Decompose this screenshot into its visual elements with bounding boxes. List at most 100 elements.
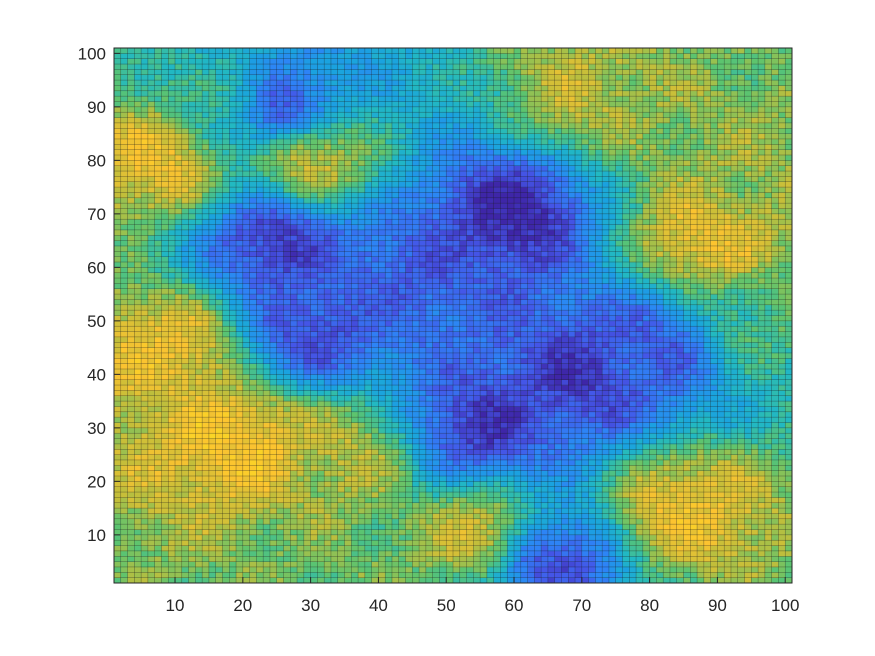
heatmap-cell: [785, 492, 793, 498]
heatmap-cell: [303, 550, 311, 557]
heatmap-cell: [608, 470, 617, 477]
heatmap-cell: [676, 331, 684, 338]
heatmap-cell: [263, 459, 271, 466]
heatmap-cell: [269, 358, 278, 364]
heatmap-cell: [581, 556, 589, 562]
heatmap-cell: [751, 326, 759, 332]
heatmap-cell: [344, 550, 352, 557]
heatmap-cell: [290, 545, 298, 552]
heatmap-cell: [283, 566, 291, 573]
heatmap-cell: [473, 326, 481, 332]
heatmap-cell: [181, 449, 189, 455]
heatmap-cell: [141, 347, 149, 354]
heatmap-cell: [242, 352, 250, 359]
heatmap-cell: [778, 379, 786, 386]
heatmap-cell: [575, 534, 583, 541]
heatmap-cell: [398, 492, 406, 498]
heatmap-cell: [615, 326, 623, 332]
heatmap-cell: [269, 566, 278, 573]
heatmap-cell: [364, 433, 372, 439]
heatmap-cell: [229, 540, 237, 546]
heatmap-cell: [581, 427, 589, 434]
heatmap-cell: [615, 358, 623, 364]
heatmap-cell: [324, 422, 332, 429]
heatmap-cell: [432, 572, 440, 578]
heatmap-cell: [161, 465, 169, 471]
heatmap-cell: [432, 481, 440, 487]
heatmap-cell: [161, 331, 169, 338]
heatmap-cell: [737, 481, 745, 487]
heatmap-cell: [154, 347, 162, 354]
heatmap-cell: [730, 411, 739, 418]
heatmap-cell: [561, 545, 569, 552]
heatmap-cell: [636, 438, 644, 445]
heatmap-cell: [215, 401, 223, 407]
heatmap-cell: [290, 476, 298, 482]
heatmap-cell: [588, 550, 596, 557]
heatmap-cell: [758, 465, 766, 471]
heatmap-cell: [690, 358, 698, 364]
heatmap-cell: [181, 481, 189, 487]
heatmap-cell: [493, 465, 501, 471]
heatmap-cell: [446, 459, 454, 466]
heatmap-cell: [703, 492, 711, 498]
heatmap-cell: [480, 524, 488, 530]
heatmap-cell: [236, 352, 244, 359]
heatmap-cell: [283, 497, 291, 504]
heatmap-cell: [459, 385, 467, 391]
heatmap-cell: [534, 572, 542, 578]
heatmap-cell: [663, 459, 671, 466]
heatmap-cell: [595, 465, 603, 471]
heatmap-cell: [391, 577, 400, 584]
heatmap-cell: [134, 545, 142, 552]
heatmap-cell: [656, 524, 664, 530]
heatmap-cell: [358, 422, 366, 429]
heatmap-cell: [507, 427, 515, 434]
heatmap-cell: [236, 497, 244, 504]
heatmap-cell: [276, 492, 284, 498]
heatmap-cell: [371, 369, 379, 375]
heatmap-cell: [127, 385, 135, 391]
heatmap-cell: [344, 492, 352, 498]
heatmap-cell: [324, 476, 332, 482]
heatmap-cell: [534, 465, 542, 471]
heatmap-cell: [534, 369, 542, 375]
heatmap-cell: [669, 406, 678, 413]
heatmap-cell: [758, 331, 766, 338]
heatmap-cell: [175, 572, 183, 578]
heatmap-cell: [242, 406, 250, 413]
heatmap-cell: [432, 443, 440, 450]
heatmap-cell: [446, 395, 454, 402]
heatmap-cell: [425, 459, 433, 466]
heatmap-cell: [419, 422, 427, 429]
heatmap-cell: [229, 577, 237, 584]
heatmap-cell: [391, 379, 400, 386]
heatmap-cell: [717, 449, 725, 455]
heatmap-cell: [412, 529, 420, 536]
heatmap-cell: [330, 476, 339, 482]
heatmap-cell: [541, 347, 549, 354]
heatmap-cell: [378, 379, 386, 386]
heatmap-cell: [561, 476, 569, 482]
heatmap-cell: [568, 577, 576, 584]
heatmap-cell: [785, 390, 793, 397]
heatmap-cell: [303, 524, 311, 530]
heatmap-cell: [208, 561, 216, 568]
heatmap-cell: [371, 454, 379, 461]
heatmap-cell: [588, 363, 596, 370]
heatmap-cell: [554, 347, 562, 354]
heatmap-cell: [147, 411, 155, 418]
heatmap-cell: [310, 374, 318, 380]
heatmap-cell: [432, 390, 440, 397]
heatmap-cell: [195, 556, 203, 562]
heatmap-cell: [575, 401, 583, 407]
heatmap-cell: [507, 342, 515, 348]
heatmap-cell: [419, 401, 427, 407]
heatmap-cell: [453, 454, 461, 461]
heatmap-cell: [181, 550, 189, 557]
heatmap-cell: [222, 374, 230, 380]
heatmap-cell: [175, 320, 183, 327]
heatmap-cell: [568, 352, 576, 359]
heatmap-cell: [371, 566, 379, 573]
heatmap-cell: [568, 465, 576, 471]
